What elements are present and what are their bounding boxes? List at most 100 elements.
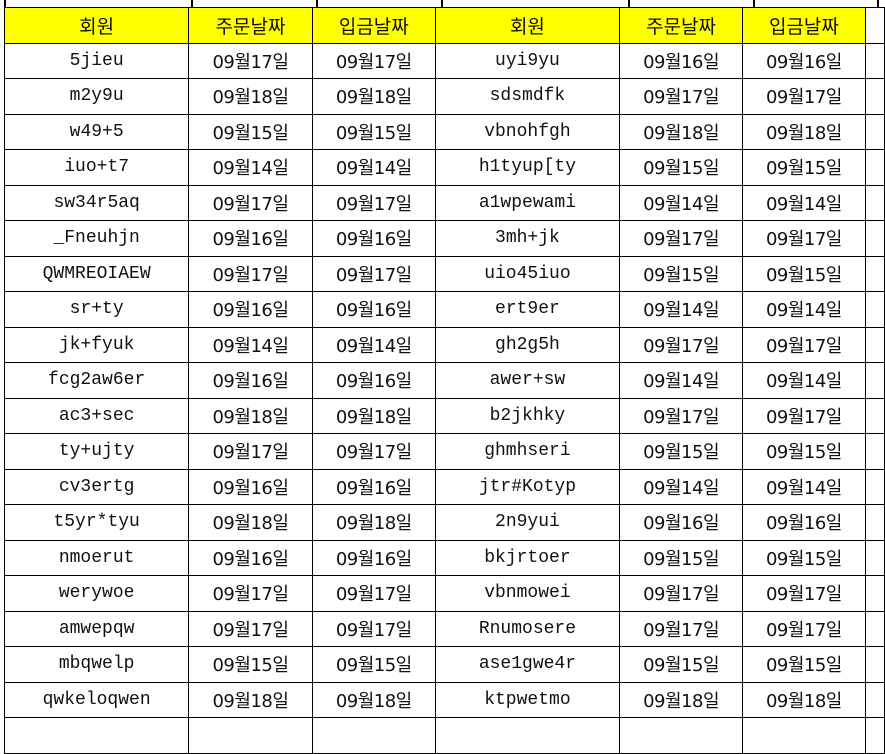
- empty-cell[interactable]: [864, 113, 885, 150]
- order-date-cell[interactable]: 09월16일: [188, 291, 313, 328]
- order-date-cell[interactable]: 09월17일: [618, 610, 744, 647]
- payment-date-cell[interactable]: 09월17일: [311, 42, 436, 79]
- payment-date-cell[interactable]: 09월17일: [311, 610, 436, 647]
- empty-cell[interactable]: [864, 468, 885, 505]
- order-date-cell[interactable]: 09월17일: [188, 184, 313, 221]
- empty-cell[interactable]: [864, 575, 885, 612]
- payment-date-cell[interactable]: 09월16일: [311, 539, 436, 576]
- payment-date-cell[interactable]: 09월15일: [742, 255, 866, 292]
- member-cell[interactable]: ert9er: [434, 291, 620, 328]
- payment-date-cell[interactable]: 09월14일: [742, 291, 866, 328]
- order-date-cell[interactable]: 09월18일: [188, 78, 313, 115]
- payment-date-cell[interactable]: 09월14일: [311, 326, 436, 363]
- empty-cell[interactable]: [864, 717, 885, 754]
- payment-date-cell[interactable]: 09월17일: [742, 78, 866, 115]
- order-date-cell[interactable]: 09월15일: [618, 255, 744, 292]
- payment-date-cell[interactable]: 09월18일: [311, 504, 436, 541]
- order-date-cell[interactable]: 09월14일: [188, 149, 313, 186]
- order-date-cell[interactable]: 09월17일: [188, 255, 313, 292]
- member-cell[interactable]: m2y9u: [3, 78, 190, 115]
- payment-date-cell[interactable]: 09월14일: [742, 184, 866, 221]
- order-date-cell[interactable]: 09월16일: [618, 42, 744, 79]
- payment-date-cell[interactable]: 09월16일: [742, 504, 866, 541]
- empty-cell[interactable]: [864, 610, 885, 647]
- payment-date-cell[interactable]: 09월17일: [742, 220, 866, 257]
- payment-date-cell[interactable]: 09월17일: [311, 255, 436, 292]
- empty-cell[interactable]: [864, 504, 885, 541]
- order-date-cell[interactable]: 09월18일: [188, 504, 313, 541]
- payment-date-cell[interactable]: 09월17일: [742, 610, 866, 647]
- order-date-cell[interactable]: 09월14일: [618, 468, 744, 505]
- empty-cell[interactable]: [864, 326, 885, 363]
- payment-date-cell[interactable]: 09월17일: [742, 575, 866, 612]
- member-cell[interactable]: iuo+t7: [3, 149, 190, 186]
- order-date-cell[interactable]: 09월18일: [188, 681, 313, 718]
- member-cell[interactable]: awer+sw: [434, 362, 620, 399]
- member-cell[interactable]: 5jieu: [3, 42, 190, 79]
- empty-cell[interactable]: [864, 184, 885, 221]
- member-cell[interactable]: b2jkhky: [434, 397, 620, 434]
- payment-date-cell[interactable]: 09월18일: [311, 397, 436, 434]
- empty-cell[interactable]: [864, 7, 885, 44]
- payment-date-cell[interactable]: 09월17일: [742, 397, 866, 434]
- payment-date-cell[interactable]: 09월17일: [742, 326, 866, 363]
- order-date-cell[interactable]: 09월17일: [618, 220, 744, 257]
- payment-date-cell[interactable]: 09월18일: [311, 681, 436, 718]
- member-cell[interactable]: QWMREOIAEW: [3, 255, 190, 292]
- member-cell[interactable]: jk+fyuk: [3, 326, 190, 363]
- order-date-cell[interactable]: 09월17일: [188, 575, 313, 612]
- member-cell[interactable]: w49+5: [3, 113, 190, 150]
- order-date-cell[interactable]: 09월15일: [618, 539, 744, 576]
- order-date-cell[interactable]: 09월18일: [618, 681, 744, 718]
- order-date-cell[interactable]: 09월16일: [618, 504, 744, 541]
- order-date-cell[interactable]: 09월15일: [188, 646, 313, 683]
- empty-cell[interactable]: [864, 291, 885, 328]
- empty-cell[interactable]: [864, 646, 885, 683]
- order-date-cell[interactable]: 09월15일: [188, 113, 313, 150]
- order-date-cell[interactable]: 09월17일: [188, 42, 313, 79]
- member-cell[interactable]: qwkeloqwen: [3, 681, 190, 718]
- member-cell[interactable]: sw34r5aq: [3, 184, 190, 221]
- empty-cell[interactable]: [864, 397, 885, 434]
- member-cell[interactable]: uyi9yu: [434, 42, 620, 79]
- payment-date-cell[interactable]: 09월18일: [742, 681, 866, 718]
- header-order-date-1[interactable]: 주문날짜: [188, 7, 313, 44]
- order-date-cell[interactable]: 09월16일: [188, 220, 313, 257]
- order-date-cell[interactable]: 09월14일: [618, 291, 744, 328]
- order-date-cell[interactable]: 09월16일: [188, 468, 313, 505]
- empty-cell[interactable]: [864, 433, 885, 470]
- payment-date-cell[interactable]: 09월17일: [311, 433, 436, 470]
- order-date-cell[interactable]: 09월16일: [188, 362, 313, 399]
- order-date-cell[interactable]: 09월17일: [188, 433, 313, 470]
- member-cell[interactable]: h1tyup[ty: [434, 149, 620, 186]
- order-date-cell[interactable]: 09월16일: [188, 539, 313, 576]
- payment-date-cell[interactable]: 09월16일: [311, 468, 436, 505]
- payment-date-cell[interactable]: 09월14일: [742, 362, 866, 399]
- member-cell[interactable]: vbnmowei: [434, 575, 620, 612]
- order-date-cell[interactable]: [188, 717, 313, 754]
- member-cell[interactable]: mbqwelp: [3, 646, 190, 683]
- payment-date-cell[interactable]: [742, 717, 866, 754]
- member-cell[interactable]: ase1gwe4r: [434, 646, 620, 683]
- payment-date-cell[interactable]: 09월15일: [311, 646, 436, 683]
- header-member-1[interactable]: 회원: [3, 7, 190, 44]
- member-cell[interactable]: ghmhseri: [434, 433, 620, 470]
- order-date-cell[interactable]: 09월17일: [618, 397, 744, 434]
- payment-date-cell[interactable]: 09월14일: [311, 149, 436, 186]
- order-date-cell[interactable]: 09월18일: [188, 397, 313, 434]
- member-cell[interactable]: sr+ty: [3, 291, 190, 328]
- member-cell[interactable]: ktpwetmo: [434, 681, 620, 718]
- payment-date-cell[interactable]: 09월18일: [311, 78, 436, 115]
- order-date-cell[interactable]: 09월14일: [618, 362, 744, 399]
- member-cell[interactable]: werywoe: [3, 575, 190, 612]
- order-date-cell[interactable]: 09월17일: [618, 326, 744, 363]
- payment-date-cell[interactable]: 09월17일: [311, 575, 436, 612]
- order-date-cell[interactable]: 09월15일: [618, 149, 744, 186]
- member-cell[interactable]: uio45iuo: [434, 255, 620, 292]
- member-cell[interactable]: 3mh+jk: [434, 220, 620, 257]
- empty-cell[interactable]: [864, 681, 885, 718]
- empty-cell[interactable]: [864, 539, 885, 576]
- order-date-cell[interactable]: 09월15일: [618, 433, 744, 470]
- payment-date-cell[interactable]: 09월17일: [311, 184, 436, 221]
- payment-date-cell[interactable]: 09월15일: [742, 149, 866, 186]
